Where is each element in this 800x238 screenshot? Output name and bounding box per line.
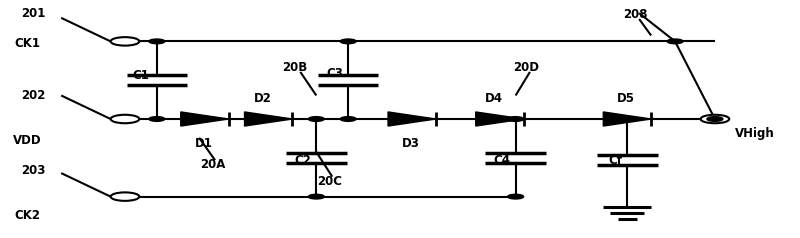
Polygon shape — [476, 112, 523, 126]
Circle shape — [110, 192, 139, 201]
Text: 202: 202 — [21, 89, 46, 102]
Text: C4: C4 — [494, 154, 510, 167]
Text: C2: C2 — [294, 154, 311, 167]
Text: D1: D1 — [195, 137, 213, 150]
Polygon shape — [245, 112, 292, 126]
Circle shape — [619, 117, 635, 121]
Circle shape — [110, 115, 139, 123]
Text: 203: 203 — [21, 164, 46, 177]
Text: D2: D2 — [254, 92, 272, 105]
Text: D4: D4 — [485, 92, 503, 105]
Circle shape — [149, 117, 165, 121]
Text: VHigh: VHigh — [735, 127, 774, 140]
Text: VDD: VDD — [13, 134, 42, 147]
Polygon shape — [603, 112, 651, 126]
Circle shape — [149, 39, 165, 44]
Text: CK2: CK2 — [14, 209, 40, 222]
Text: 208: 208 — [623, 8, 647, 21]
Text: 20A: 20A — [200, 158, 226, 171]
Circle shape — [508, 117, 523, 121]
Text: Cf: Cf — [608, 154, 622, 167]
Polygon shape — [388, 112, 436, 126]
Text: C3: C3 — [326, 67, 343, 80]
Text: D5: D5 — [617, 92, 634, 105]
Text: 201: 201 — [21, 7, 46, 20]
Circle shape — [340, 39, 356, 44]
Circle shape — [701, 115, 730, 123]
Text: D3: D3 — [402, 137, 419, 150]
Circle shape — [508, 194, 523, 199]
Circle shape — [340, 117, 356, 121]
Circle shape — [667, 39, 683, 44]
Circle shape — [308, 117, 324, 121]
Polygon shape — [181, 112, 229, 126]
Text: CK1: CK1 — [14, 37, 40, 50]
Text: 20D: 20D — [513, 61, 539, 74]
Circle shape — [110, 37, 139, 46]
Text: 20C: 20C — [318, 175, 342, 188]
Text: 20B: 20B — [282, 61, 307, 74]
Circle shape — [308, 194, 324, 199]
Circle shape — [707, 117, 723, 121]
Text: C1: C1 — [133, 69, 150, 82]
